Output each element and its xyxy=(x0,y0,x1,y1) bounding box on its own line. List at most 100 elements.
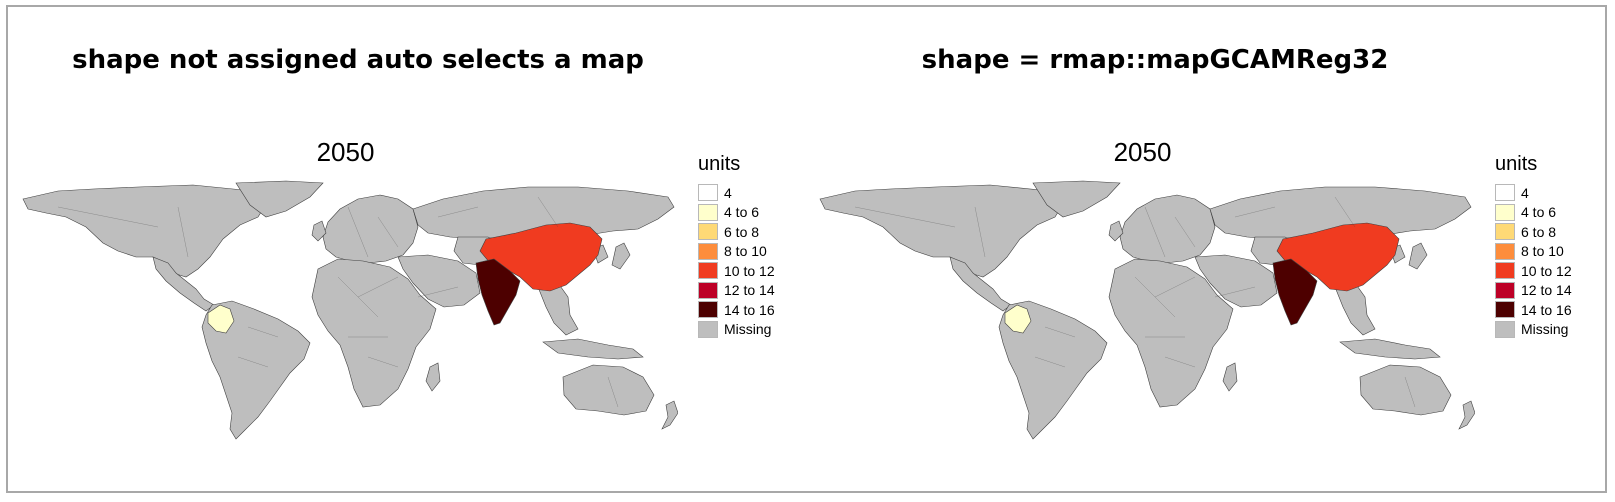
region-southeast-asia xyxy=(537,282,579,336)
country-border xyxy=(377,216,399,248)
country-border xyxy=(367,356,399,368)
legend-item: Missing xyxy=(1495,320,1572,340)
legend-items: 4 4 to 6 6 to 8 8 to 10 10 to 12 12 to 14 14 t… xyxy=(1495,183,1572,339)
legend-item: 8 to 10 xyxy=(698,242,775,262)
region-india xyxy=(475,258,521,326)
region-india xyxy=(1272,258,1318,326)
legend-item: Missing xyxy=(698,320,775,340)
legend-item: 6 to 8 xyxy=(1495,222,1572,242)
region-uk xyxy=(311,220,327,242)
region-colombia xyxy=(207,304,235,334)
legend-swatch xyxy=(698,242,718,260)
legend-swatch xyxy=(1495,184,1515,202)
region-north-america xyxy=(22,184,269,278)
country-border xyxy=(1214,286,1256,298)
legend-label: 8 to 10 xyxy=(724,243,767,260)
country-border xyxy=(854,206,956,228)
map-year-title: 2050 xyxy=(1113,137,1172,167)
country-border xyxy=(177,206,189,258)
legend-item: 10 to 12 xyxy=(698,261,775,281)
legend-label: 12 to 14 xyxy=(1521,282,1572,299)
country-border xyxy=(1034,356,1066,368)
region-new-zealand xyxy=(661,400,678,430)
legend-label: 4 to 6 xyxy=(1521,204,1557,221)
country-border xyxy=(974,206,986,258)
region-europe xyxy=(1119,194,1216,264)
country-border xyxy=(357,276,399,298)
legend-label: 14 to 16 xyxy=(724,301,775,318)
country-border xyxy=(247,326,279,338)
legend-label: 6 to 8 xyxy=(1521,223,1557,240)
legend-item: 12 to 14 xyxy=(1495,281,1572,301)
legend-label: 14 to 16 xyxy=(1521,301,1572,318)
legend-swatch xyxy=(1495,301,1515,319)
legend-swatch xyxy=(698,262,718,280)
country-border xyxy=(347,206,369,258)
region-australia xyxy=(562,364,655,416)
legend-item: 14 to 16 xyxy=(698,300,775,320)
legend-title: units xyxy=(698,153,741,175)
legend-item: 14 to 16 xyxy=(1495,300,1572,320)
legend-item: 12 to 14 xyxy=(698,281,775,301)
region-indonesia xyxy=(542,338,644,360)
world-map xyxy=(819,180,1475,440)
legend-swatch xyxy=(698,301,718,319)
country-border xyxy=(1144,206,1166,258)
legend-swatch xyxy=(1495,203,1515,221)
legend-item: 4 to 6 xyxy=(1495,203,1572,223)
country-border xyxy=(1044,326,1076,338)
region-middle-east xyxy=(397,254,481,308)
legend-item: 8 to 10 xyxy=(1495,242,1572,262)
map-year-title: 2050 xyxy=(316,137,375,167)
figure-frame: shape not assigned auto selects a map 20… xyxy=(6,5,1607,493)
region-middle-east xyxy=(1194,254,1278,308)
legend-label: 12 to 14 xyxy=(724,282,775,299)
country-border xyxy=(1164,356,1196,368)
legend: units 4 4 to 6 6 to 8 8 to 10 10 to 12 12 to … xyxy=(1495,153,1572,339)
region-north-america xyxy=(819,184,1066,278)
country-border xyxy=(237,356,269,368)
region-greenland xyxy=(235,180,324,218)
legend-label: Missing xyxy=(724,321,772,338)
legend-swatch xyxy=(1495,242,1515,260)
panel-heading: shape = rmap::mapGCAMReg32 xyxy=(921,45,1389,75)
legend: units 4 4 to 6 6 to 8 8 to 10 10 to 12 12 to … xyxy=(698,153,775,339)
legend-item: 4 xyxy=(698,183,775,203)
legend-swatch xyxy=(1495,223,1515,241)
legend-label: Missing xyxy=(1521,321,1569,338)
region-indonesia xyxy=(1339,338,1441,360)
region-uk xyxy=(1108,220,1124,242)
legend-label: 4 xyxy=(1521,184,1529,201)
region-russia xyxy=(1209,186,1472,240)
region-australia xyxy=(1359,364,1452,416)
country-border xyxy=(1334,196,1356,228)
region-south-america xyxy=(201,300,311,440)
region-south-america xyxy=(998,300,1108,440)
legend-swatch xyxy=(698,320,718,338)
country-border xyxy=(57,206,159,228)
country-border xyxy=(437,206,479,218)
legend-item: 10 to 12 xyxy=(1495,261,1572,281)
region-greenland xyxy=(1032,180,1121,218)
region-new-zealand xyxy=(1458,400,1475,430)
legend-swatch xyxy=(1495,281,1515,299)
legend-label: 10 to 12 xyxy=(1521,262,1572,279)
legend-item: 4 to 6 xyxy=(698,203,775,223)
country-border xyxy=(1154,276,1196,298)
region-madagascar xyxy=(425,362,441,392)
region-europe xyxy=(322,194,419,264)
country-border xyxy=(1174,216,1196,248)
country-border xyxy=(417,286,459,298)
world-map xyxy=(22,180,678,440)
legend-label: 6 to 8 xyxy=(724,223,760,240)
region-russia xyxy=(412,186,675,240)
legend-items: 4 4 to 6 6 to 8 8 to 10 10 to 12 12 to 14 14 t… xyxy=(698,183,775,339)
panel-heading: shape not assigned auto selects a map xyxy=(72,45,644,75)
region-madagascar xyxy=(1222,362,1238,392)
legend-title: units xyxy=(1495,153,1538,175)
country-border xyxy=(1404,376,1416,408)
map-panel-left: shape not assigned auto selects a map 20… xyxy=(8,7,808,495)
legend-item: 6 to 8 xyxy=(698,222,775,242)
legend-swatch xyxy=(698,184,718,202)
legend-label: 4 xyxy=(724,184,732,201)
